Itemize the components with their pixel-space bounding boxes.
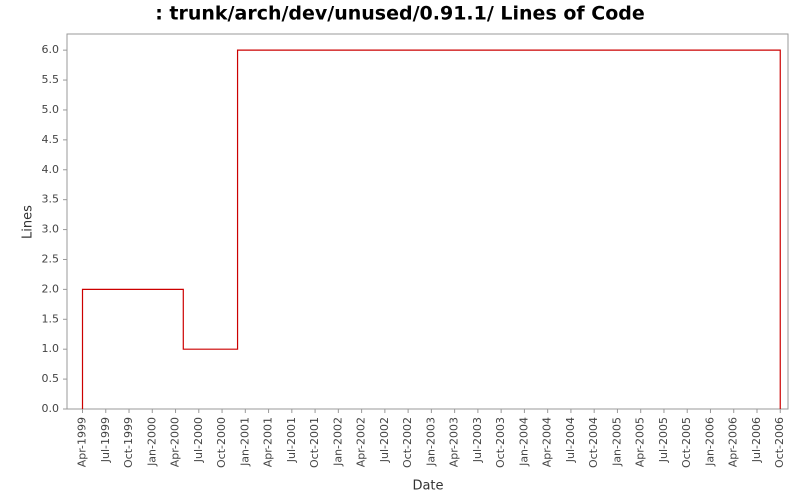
x-tick-label: Jul-2003	[471, 417, 484, 463]
x-tick-label: Oct-2001	[308, 417, 321, 468]
x-tick-label: Jan-2004	[517, 417, 530, 467]
y-tick-label: 5.5	[42, 73, 60, 86]
x-tick-label: Jul-2002	[378, 417, 391, 463]
x-tick-label: Apr-2006	[727, 417, 740, 467]
x-tick-label: Oct-1999	[122, 417, 135, 468]
x-tick-label: Jan-2001	[238, 417, 251, 467]
x-tick-label: Jan-2002	[331, 417, 344, 467]
x-axis-label: Date	[412, 479, 443, 494]
y-axis-label: Lines	[21, 205, 36, 239]
x-tick-label: Apr-2005	[634, 417, 647, 467]
y-tick-label: 0.5	[42, 372, 60, 385]
x-tick-label: Jan-2005	[610, 417, 623, 467]
x-tick-label: Jul-2000	[192, 417, 205, 463]
x-tick-label: Oct-2006	[773, 417, 786, 468]
y-tick-label: 6.0	[42, 43, 60, 56]
x-tick-label: Apr-2001	[262, 417, 275, 467]
chart-title: : trunk/arch/dev/unused/0.91.1/ Lines of…	[155, 3, 645, 25]
y-tick-label: 0.0	[42, 402, 60, 415]
y-tick-label: 3.0	[42, 223, 60, 236]
x-tick-label: Oct-2002	[401, 417, 414, 468]
x-tick-label: Jul-2004	[564, 417, 577, 463]
plot-area	[66, 33, 789, 410]
x-tick-label: Apr-2002	[355, 417, 368, 467]
y-tick-label: 4.5	[42, 133, 60, 146]
x-tick-label: Jul-1999	[99, 417, 112, 463]
data-line	[81, 49, 781, 409]
y-tick-label: 1.5	[42, 312, 60, 325]
x-tick-label: Apr-1999	[76, 417, 89, 467]
x-tick-label: Apr-2003	[448, 417, 461, 467]
y-tick-label: 1.0	[42, 342, 60, 355]
x-tick-label: Jul-2005	[657, 417, 670, 463]
y-tick-label: 2.5	[42, 252, 60, 265]
y-tick-label: 3.5	[42, 193, 60, 206]
x-tick-label: Jan-2006	[703, 417, 716, 467]
x-tick-label: Oct-2003	[494, 417, 507, 468]
x-tick-label: Jul-2001	[285, 417, 298, 463]
y-tick-label: 4.0	[42, 163, 60, 176]
x-tick-label: Oct-2000	[215, 417, 228, 468]
x-tick-label: Jul-2006	[750, 417, 763, 463]
x-tick-label: Apr-2004	[541, 417, 554, 467]
x-tick-label: Jan-2000	[145, 417, 158, 467]
y-tick-label: 5.0	[42, 103, 60, 116]
x-tick-label: Oct-2005	[680, 417, 693, 468]
x-tick-label: Apr-2000	[169, 417, 182, 467]
x-tick-label: Oct-2004	[587, 417, 600, 468]
y-tick-label: 2.0	[42, 282, 60, 295]
x-tick-label: Jan-2003	[424, 417, 437, 467]
